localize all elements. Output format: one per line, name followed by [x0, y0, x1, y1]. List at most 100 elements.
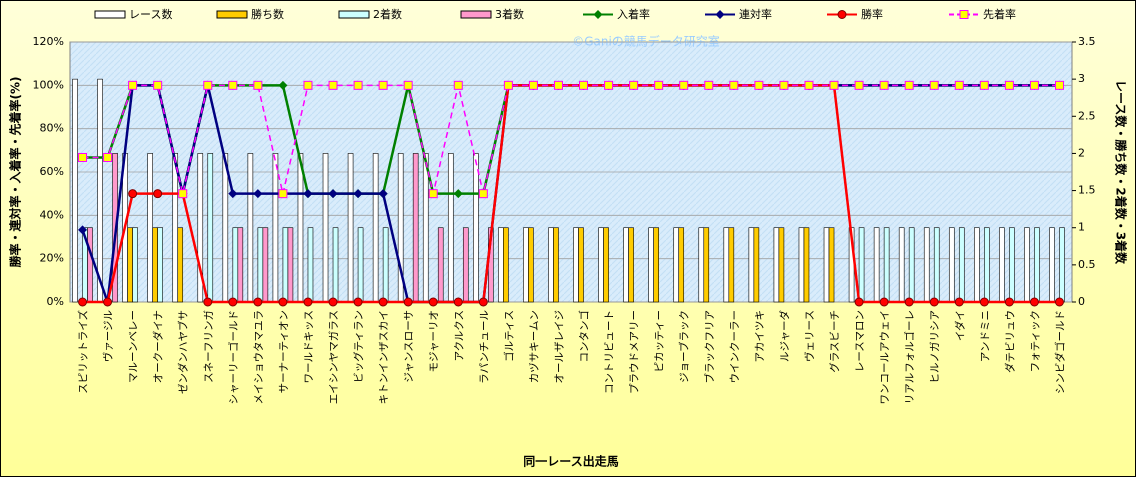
- point: [779, 80, 789, 90]
- point: [153, 189, 163, 199]
- bar: [648, 227, 654, 303]
- bar: [197, 153, 204, 303]
- bar: [287, 227, 294, 303]
- y-tick-label: 80%: [40, 122, 64, 135]
- legend-swatch: [216, 10, 248, 19]
- point: [854, 80, 864, 90]
- legend-swatch: [338, 10, 370, 19]
- x-tick-label: ヴァージル: [102, 310, 115, 362]
- bar: [232, 227, 239, 303]
- point: [303, 189, 313, 199]
- bar: [307, 227, 314, 303]
- bar: [172, 153, 179, 303]
- point: [729, 80, 739, 90]
- bar: [628, 227, 634, 303]
- legend-label: 連対率: [739, 7, 772, 21]
- x-tick-label: ビッグティラン: [352, 310, 365, 383]
- x-tick-label: カヅサキームン: [528, 310, 540, 383]
- point: [1029, 80, 1039, 90]
- point: [353, 80, 363, 90]
- watermark: ©Ganiの競馬データ研究室: [572, 34, 720, 49]
- y2-tick-label: 2: [1078, 146, 1085, 159]
- point: [593, 10, 603, 19]
- bar: [207, 153, 214, 303]
- bar: [908, 227, 915, 303]
- bar: [503, 227, 509, 303]
- bar: [753, 227, 760, 303]
- bar: [578, 227, 584, 303]
- point: [1029, 297, 1039, 307]
- point: [428, 189, 438, 199]
- x-tick-label: スピリットライズ: [77, 310, 90, 394]
- y-tick-label: 0%: [47, 295, 64, 308]
- point: [78, 297, 88, 307]
- y-tick-label: 20%: [40, 252, 64, 265]
- point: [629, 80, 639, 90]
- x-tick-label: ブラックフリア: [703, 310, 716, 384]
- bar: [322, 153, 329, 303]
- bar: [723, 227, 730, 303]
- bar: [698, 227, 705, 303]
- point: [954, 80, 964, 90]
- y-tick-label: 40%: [40, 208, 64, 221]
- line: [82, 84, 1060, 194]
- y-tick-label: 120%: [33, 35, 64, 48]
- x-tick-label: コンタンゴ: [578, 310, 591, 363]
- bar: [828, 227, 835, 303]
- point: [328, 297, 338, 307]
- bar: [898, 227, 905, 303]
- bar: [272, 153, 279, 303]
- y2-tick-label: 2.5: [1078, 109, 1096, 122]
- bar: [357, 227, 364, 303]
- bar: [127, 227, 133, 303]
- y2-tick-label: 3.5: [1078, 35, 1096, 48]
- x-tick-label: イダイ: [953, 310, 966, 341]
- x-tick-label: マルーンベレー: [128, 310, 140, 383]
- bar: [447, 153, 454, 303]
- bar: [1049, 227, 1055, 303]
- bar: [528, 227, 534, 303]
- bar: [728, 227, 735, 303]
- x-tick-label: フォティック: [1029, 310, 1041, 372]
- point: [1054, 80, 1064, 90]
- bar: [778, 227, 785, 303]
- legend-item: レース数: [94, 8, 172, 21]
- point: [303, 297, 313, 307]
- bar: [603, 227, 609, 303]
- point: [679, 80, 689, 90]
- x-tick-label: モジャーリオ: [428, 310, 440, 372]
- x-tick-label: プラウドメアリー: [629, 310, 641, 394]
- legend-label: 3着数: [495, 7, 524, 21]
- bar: [803, 227, 810, 303]
- point: [203, 80, 213, 90]
- bar: [87, 227, 93, 303]
- x-tick-label: シャーリーゴールド: [227, 310, 240, 405]
- x-tick-label: ウインクーラー: [729, 310, 741, 384]
- point: [203, 297, 213, 307]
- bar: [422, 153, 429, 303]
- bar: [523, 227, 529, 303]
- x-tick-label: アクルクス: [453, 310, 465, 361]
- x-tick-label: オークーダイナ: [152, 310, 165, 383]
- legend-label: レース数: [129, 8, 172, 21]
- bar: [858, 227, 865, 303]
- point: [654, 80, 664, 90]
- point: [403, 80, 413, 90]
- x-tick-label: スネーフリンガ: [203, 310, 215, 383]
- bar: [823, 227, 830, 303]
- point: [278, 80, 288, 90]
- point: [453, 297, 463, 307]
- x-axis-title: 同一レース出走馬: [523, 454, 618, 469]
- x-tick-label: ゴルティス: [502, 310, 515, 362]
- bar: [1024, 227, 1030, 303]
- point: [403, 297, 413, 307]
- point: [954, 297, 964, 307]
- legend-label: 入着率: [617, 7, 650, 21]
- bar: [1009, 227, 1015, 303]
- x-tick-label: アカイツキ: [754, 310, 766, 363]
- point: [837, 10, 847, 19]
- bar: [958, 227, 965, 303]
- x-tick-label: コントリビュート: [604, 310, 616, 394]
- x-tick-label: ヒルノガリシア: [929, 310, 941, 384]
